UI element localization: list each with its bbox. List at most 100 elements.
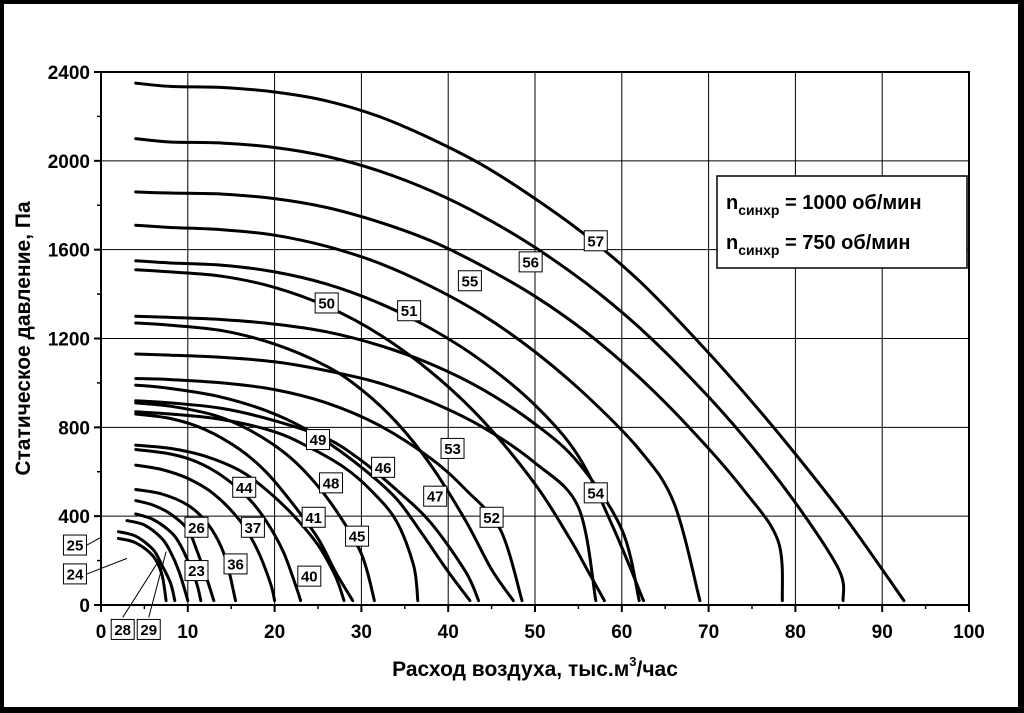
curve-label-leader [86, 536, 102, 546]
y-tick-label: 2400 [48, 63, 90, 84]
curve-label-box [457, 270, 482, 292]
x-tick-label: 40 [438, 622, 459, 643]
curve-label: 56 [522, 254, 539, 271]
curve-label: 55 [462, 273, 479, 290]
y-tick-label: 800 [58, 418, 90, 439]
curve-51 [134, 223, 702, 603]
curve-label: 57 [587, 233, 604, 250]
curve-label: 52 [483, 510, 500, 527]
curve-label-box [306, 429, 330, 451]
curve-label-box [423, 485, 448, 507]
curve-54 [134, 314, 641, 603]
chart-frame: 57 56 55 51 50 53 54 52 46 47 49 48 45 41 44 40 37 36 26 23… [4, 4, 1018, 707]
x-tick-label: 20 [264, 622, 285, 643]
x-tick-label: 30 [351, 622, 372, 643]
curve-48 [134, 399, 481, 603]
curve-label-box [232, 476, 257, 498]
legend-entry-text: = 1000 об/мин [779, 192, 921, 214]
curve-label-box [314, 292, 339, 314]
grid [101, 72, 969, 605]
y-tick-label: 2000 [48, 152, 90, 173]
legend-box [716, 175, 968, 269]
legend-entry-prefix: n [726, 232, 738, 254]
curve-36 [134, 463, 277, 603]
curve-53 [134, 268, 606, 603]
x-tick-label: 60 [611, 622, 632, 643]
curve-label-leader [122, 562, 158, 618]
curve-label-box [240, 516, 265, 538]
curve-label: 51 [401, 303, 418, 320]
axis-ticks: 0 10 20 30 40 50 60 70 80 90 100 0 400 800 1200 1600 200… [48, 63, 985, 643]
x-axis-title-tail: /час [636, 658, 678, 681]
curve-label-leader [86, 557, 128, 575]
x-axis-title-main: Расход воздуха, тыс.м [392, 658, 629, 681]
pressure-flow-chart: 57 56 55 51 50 53 54 52 46 47 49 48 45 41 44 40 37 36 26 23… [12, 63, 985, 681]
curve-55 [134, 190, 784, 603]
legend-entry-750: nсинхр = 750 об/мин [726, 232, 910, 258]
curve-label: 45 [349, 529, 366, 546]
curve-45 [134, 410, 420, 603]
curve-label-box [583, 230, 608, 252]
curve-label-box [371, 456, 396, 478]
curve-label: 36 [227, 556, 244, 573]
curve-label-box [110, 618, 135, 640]
curve-label-box [345, 525, 370, 547]
curve-29 [116, 536, 168, 603]
x-tick-label: 10 [177, 622, 198, 643]
curve-label: 53 [444, 441, 461, 458]
curve-label: 46 [375, 460, 392, 477]
curve-label: 29 [140, 622, 157, 639]
curve-label-box [479, 506, 504, 528]
legend-entry-prefix: n [726, 192, 738, 214]
curve-label: 47 [427, 489, 444, 506]
curve-25 [134, 512, 203, 603]
curve-label-box [62, 563, 87, 585]
curve-label: 23 [188, 563, 205, 580]
curve-56 [134, 137, 846, 603]
curve-label-box [583, 482, 608, 504]
y-tick-label: 1600 [48, 241, 90, 262]
curve-label-leader [148, 551, 167, 618]
curve-label: 54 [587, 485, 604, 502]
x-tick-label: 100 [953, 622, 985, 643]
x-tick-label: 70 [698, 622, 719, 643]
y-tick-label: 400 [58, 507, 90, 528]
fan-curves [116, 81, 906, 603]
x-axis-title-sup: 3 [629, 654, 636, 669]
curve-label: 25 [67, 538, 84, 555]
curve-label-box [62, 534, 87, 556]
curve-49 [134, 383, 472, 603]
x-tick-label: 50 [524, 622, 545, 643]
curve-24 [125, 519, 190, 603]
curve-label: 26 [188, 520, 205, 537]
y-axis-title: Статическое давление, Па [12, 201, 35, 476]
legend-entry-sub: синхр [738, 202, 779, 218]
legend: nсинхр = 1000 об/мин nсинхр = 750 об/мин [716, 175, 968, 269]
curve-40 [134, 443, 346, 603]
curve-52 [134, 352, 598, 603]
curve-57 [134, 81, 906, 603]
curve-label-box [297, 565, 322, 587]
x-tick-label: 0 [96, 622, 107, 643]
x-tick-label: 80 [785, 622, 806, 643]
curve-label: 44 [236, 480, 253, 497]
curve-label-box [397, 300, 422, 322]
x-tick-label: 90 [872, 622, 893, 643]
curve-labels: 57 56 55 51 50 53 54 52 46 47 49 48 45 41 44 40 37 36 26 23… [62, 230, 608, 640]
curve-44 [134, 412, 355, 603]
curve-label: 37 [245, 520, 262, 537]
curve-label-box [184, 560, 209, 582]
curve-label: 28 [114, 622, 131, 639]
curve-label: 40 [301, 569, 318, 586]
curve-label-box [518, 251, 543, 273]
curve-label: 49 [310, 432, 327, 449]
curve-label: 50 [318, 295, 335, 312]
legend-entry-1000: nсинхр = 1000 об/мин [726, 192, 922, 218]
curve-37 [134, 448, 303, 603]
curve-label: 48 [323, 475, 340, 492]
y-tick-label: 1200 [48, 330, 90, 351]
legend-entry-text: = 750 об/мин [779, 232, 910, 254]
curve-28 [116, 530, 177, 603]
curve-label: 41 [305, 510, 322, 527]
legend-entry-sub: синхр [738, 242, 779, 258]
